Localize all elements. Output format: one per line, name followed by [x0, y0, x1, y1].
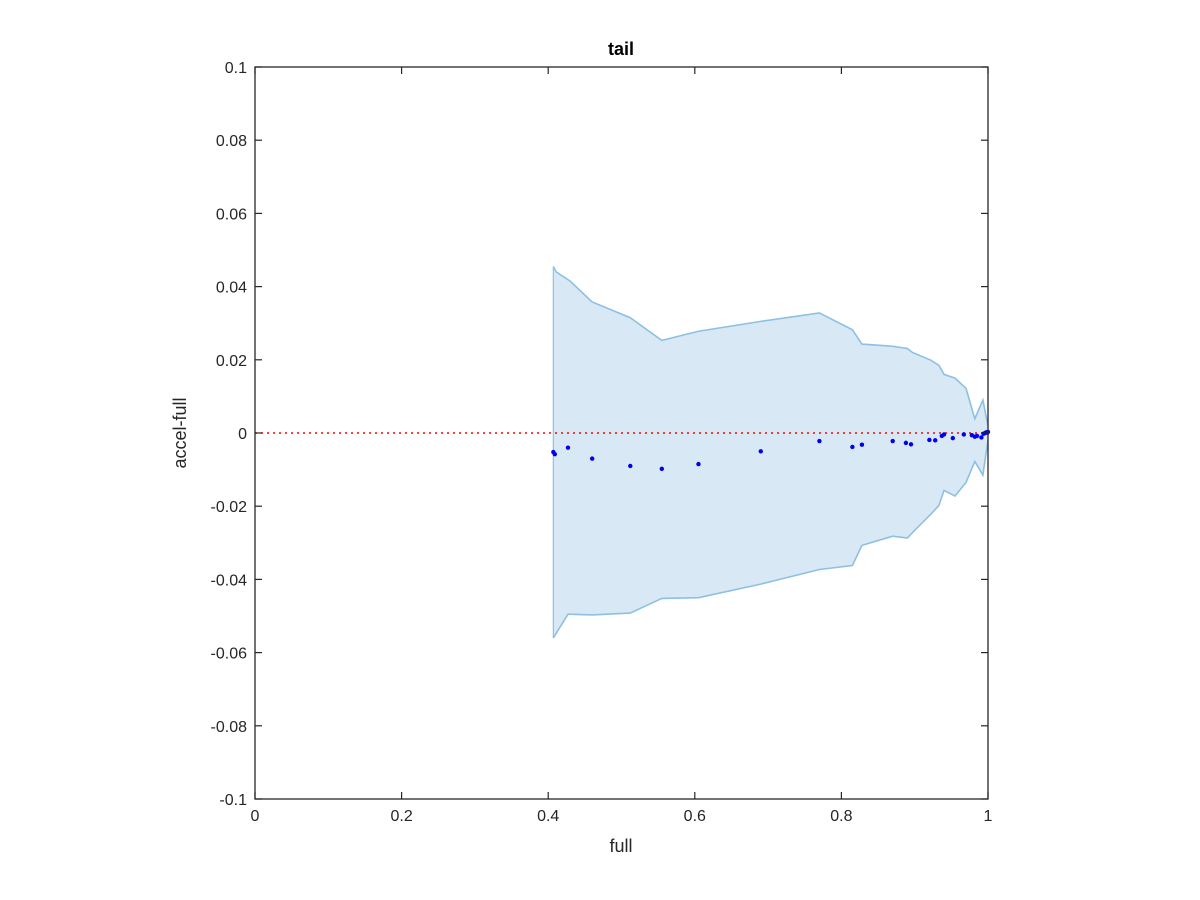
x-axis-label: full — [609, 836, 632, 856]
data-point — [961, 432, 967, 437]
y-axis-label: accel-full — [170, 397, 190, 468]
data-point — [817, 438, 822, 444]
band-fill — [553, 266, 988, 638]
data-point — [933, 438, 938, 443]
data-point — [565, 445, 571, 450]
chart-title: tail — [608, 39, 634, 59]
data-point — [850, 444, 855, 450]
y-tick-label: 0.04 — [216, 280, 247, 297]
data-point — [927, 437, 932, 443]
data-points — [551, 429, 991, 472]
y-tick-label: 0.1 — [225, 60, 247, 77]
data-point — [659, 466, 665, 472]
confidence-band — [552, 266, 989, 639]
data-point — [589, 456, 595, 461]
y-tick-label: -0.06 — [211, 646, 248, 663]
y-tick-label: -0.04 — [211, 572, 248, 589]
data-point — [941, 432, 947, 437]
y-tick-label: 0.02 — [216, 353, 247, 370]
data-point — [890, 438, 895, 444]
x-tick-label: 0.8 — [830, 808, 852, 825]
band-lower-edge — [552, 440, 989, 639]
band-upper-edge — [552, 266, 989, 426]
data-point — [974, 433, 980, 439]
x-tick-label: 0.4 — [537, 808, 559, 825]
y-tick-label: 0.08 — [216, 133, 247, 150]
y-tick-label: -0.08 — [211, 719, 248, 736]
y-tick-label: 0.06 — [216, 206, 247, 223]
data-point — [696, 461, 701, 467]
data-point — [552, 452, 557, 457]
x-tick-label: 0 — [251, 808, 260, 825]
y-tick-label: 0 — [238, 426, 247, 443]
x-tick-label: 0.2 — [390, 808, 412, 825]
data-point — [908, 442, 914, 447]
data-point — [950, 435, 956, 441]
data-point — [903, 440, 909, 446]
x-tick-label: 1 — [984, 808, 993, 825]
data-point — [979, 435, 984, 440]
data-point — [859, 442, 865, 447]
y-tick-label: -0.1 — [219, 792, 247, 809]
x-tick-label: 0.6 — [684, 808, 706, 825]
axes: 0 0.2 0.4 0.6 0.8 1 0.1 0.08 0.06 0.04 0.02 0 -0.02 -… — [211, 60, 993, 825]
y-tick-label: -0.02 — [211, 499, 248, 516]
data-point — [758, 449, 763, 454]
data-point — [628, 463, 633, 469]
